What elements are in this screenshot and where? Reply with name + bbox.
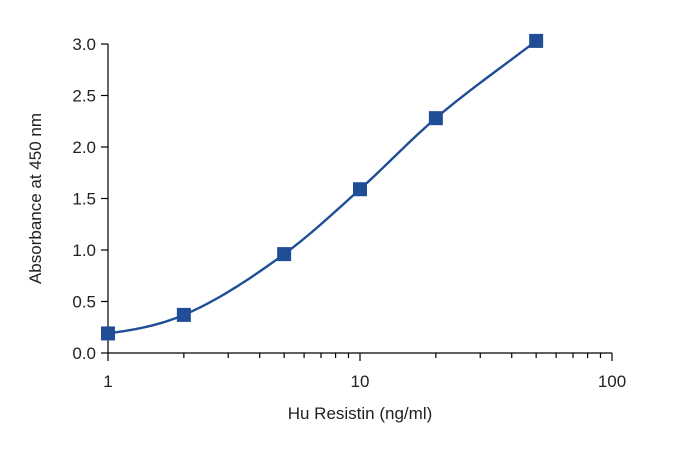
data-point-marker [529, 33, 544, 48]
y-tick-label: 1.5 [72, 190, 96, 209]
x-tick-label: 100 [598, 372, 626, 391]
y-tick-label: 0.0 [72, 344, 96, 363]
y-tick-label: 1.0 [72, 241, 96, 260]
x-axis-ticks: 1 10 100 [103, 353, 626, 391]
x-tick-label: 1 [103, 372, 112, 391]
data-points [101, 33, 544, 341]
y-tick-label: 0.5 [72, 293, 96, 312]
x-tick-label: 10 [351, 372, 370, 391]
y-tick-label: 3.0 [72, 35, 96, 54]
data-point-marker [428, 111, 443, 126]
y-axis-title: Absorbance at 450 nm [26, 113, 45, 284]
x-axis-title: Hu Resistin (ng/ml) [288, 404, 433, 423]
data-point-marker [277, 247, 292, 262]
y-tick-label: 2.0 [72, 138, 96, 157]
axes [107, 44, 612, 354]
data-point-marker [353, 182, 367, 197]
y-axis-ticks: 0.0 0.5 1.0 1.5 2.0 2.5 3.0 [72, 35, 108, 363]
y-tick-label: 2.5 [72, 87, 96, 106]
data-point-marker [176, 307, 191, 322]
data-point-marker [101, 326, 115, 341]
fit-curve-line [107, 39, 537, 335]
